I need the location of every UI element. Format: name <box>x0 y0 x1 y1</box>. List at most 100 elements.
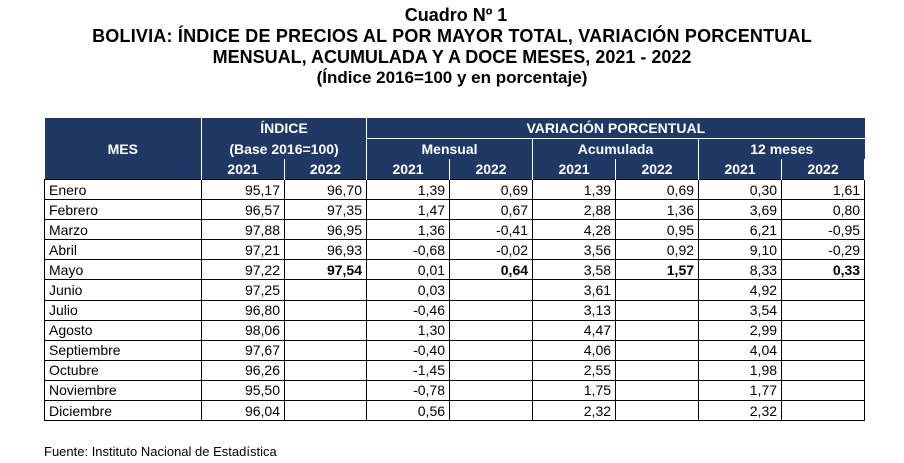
cell-value: 96,93 <box>283 239 368 261</box>
cell-value <box>449 299 534 321</box>
cell-value <box>615 359 700 381</box>
cell-value: 1,47 <box>366 199 451 221</box>
table-row: Marzo 97,88 96,95 1,36 -0,41 4,28 0,95 6,21 -0,9… <box>44 219 866 241</box>
header-year: 2021 <box>366 159 451 180</box>
header-year: 2021 <box>201 159 285 180</box>
price-index-table: MES ÍNDICE VARIACIÓN PORCENTUAL (Base 20… <box>44 118 866 422</box>
cell-month: Diciembre <box>44 400 202 422</box>
table-row: Noviembre 95,50 -0,78 1,75 1,77 <box>44 379 866 402</box>
cell-value <box>283 299 368 321</box>
cell-value: -0,40 <box>366 339 451 361</box>
cell-value: -0,41 <box>449 219 534 241</box>
cell-value: 0,92 <box>615 239 700 261</box>
cell-value: 97,67 <box>201 339 285 361</box>
cell-value: 2,32 <box>532 400 617 422</box>
header-mes: MES <box>44 118 202 180</box>
cell-value: 4,06 <box>532 339 617 361</box>
cell-month: Agosto <box>44 319 202 341</box>
cell-value <box>781 299 866 321</box>
header-year: 2022 <box>781 159 866 180</box>
cell-value <box>283 400 368 422</box>
cell-value: -1,45 <box>366 359 451 381</box>
title-units: (Índice 2016=100 y en porcentaje) <box>316 68 588 87</box>
header-indice: ÍNDICE <box>201 118 368 139</box>
cell-value: 0,64 <box>449 259 534 281</box>
cell-value: 2,88 <box>532 199 617 221</box>
header-indice-base: (Base 2016=100) <box>201 138 368 159</box>
cell-value: 97,54 <box>283 259 368 281</box>
cell-value <box>449 319 534 341</box>
cell-value <box>283 319 368 341</box>
table-row: Mayo 97,22 97,54 0,01 0,64 3,58 1,57 8,33 0,33 <box>44 259 866 281</box>
cell-month: Octubre <box>44 359 202 381</box>
header-acumulada: Acumulada <box>532 138 700 159</box>
table-number: Cuadro Nº 1 <box>404 5 508 25</box>
cell-value <box>781 279 866 301</box>
header-year: 2022 <box>449 159 534 180</box>
cell-value: 0,69 <box>449 178 534 201</box>
cell-value: 0,80 <box>781 199 866 221</box>
cell-value: 1,36 <box>615 199 700 221</box>
cell-value: -0,46 <box>366 299 451 321</box>
cell-value: -0,95 <box>781 219 866 241</box>
table-row: Julio 96,80 -0,46 3,13 3,54 <box>44 299 866 321</box>
cell-value: 0,30 <box>698 178 783 201</box>
cell-value: 1,30 <box>366 319 451 341</box>
cell-value <box>781 359 866 381</box>
cell-value <box>449 400 534 422</box>
table-row: Enero 95,17 96,70 1,39 0,69 1,39 0,69 0,30 1,61 <box>44 178 866 201</box>
cell-value: 0,56 <box>366 400 451 422</box>
header-variacion: VARIACIÓN PORCENTUAL <box>366 118 865 139</box>
cell-value: 1,39 <box>366 178 451 201</box>
cell-value: 4,04 <box>698 339 783 361</box>
cell-value <box>615 400 700 422</box>
cell-value <box>283 279 368 301</box>
cell-value: 96,80 <box>201 299 285 321</box>
cell-value: 3,56 <box>532 239 617 261</box>
cell-value: 1,39 <box>532 178 617 201</box>
cell-value: 3,61 <box>532 279 617 301</box>
cell-value <box>781 400 866 422</box>
cell-value <box>615 319 700 341</box>
cell-value: 96,57 <box>201 199 285 221</box>
table-row: Octubre 96,26 -1,45 2,55 1,98 <box>44 359 866 381</box>
cell-value: 96,95 <box>283 219 368 241</box>
cell-value <box>781 339 866 361</box>
cell-value: 3,13 <box>532 299 617 321</box>
cell-value: 0,33 <box>781 259 866 281</box>
header-year: 2022 <box>284 159 368 180</box>
table-row: Diciembre 96,04 0,56 2,32 2,32 <box>44 400 866 422</box>
cell-value: 1,57 <box>615 259 700 281</box>
table-row: Junio 97,25 0,03 3,61 4,92 <box>44 279 866 301</box>
cell-value: 2,99 <box>698 319 783 341</box>
cell-value: 1,98 <box>698 359 783 381</box>
cell-value: 95,50 <box>201 379 285 402</box>
cell-value <box>449 379 534 402</box>
cell-value <box>781 319 866 341</box>
cell-value: 1,77 <box>698 379 783 402</box>
cell-value: 0,03 <box>366 279 451 301</box>
cell-value <box>615 339 700 361</box>
cell-value: 97,25 <box>201 279 285 301</box>
cell-value: 2,32 <box>698 400 783 422</box>
cell-value: 97,88 <box>201 219 285 241</box>
cell-value: 97,35 <box>283 199 368 221</box>
cell-value: 4,92 <box>698 279 783 301</box>
cell-value <box>283 379 368 402</box>
table-row: Abril 97,21 96,93 -0,68 -0,02 3,56 0,92 9,10 -0,… <box>44 239 866 261</box>
cell-month: Marzo <box>44 219 202 241</box>
title-line-2: MENSUAL, ACUMULADA Y A DOCE MESES, 2021 … <box>212 47 692 67</box>
table-row: Septiembre 97,67 -0,40 4,06 4,04 <box>44 339 866 361</box>
cell-value: 96,26 <box>201 359 285 381</box>
cell-month: Febrero <box>44 199 202 221</box>
cell-value: 9,10 <box>698 239 783 261</box>
cell-value: 96,04 <box>201 400 285 422</box>
cell-value: 1,36 <box>366 219 451 241</box>
header-year: 2022 <box>615 159 700 180</box>
cell-value: -0,02 <box>449 239 534 261</box>
cell-value <box>615 299 700 321</box>
cell-value: 4,47 <box>532 319 617 341</box>
cell-value <box>449 339 534 361</box>
cell-value: 2,55 <box>532 359 617 381</box>
cell-month: Abril <box>44 239 202 261</box>
